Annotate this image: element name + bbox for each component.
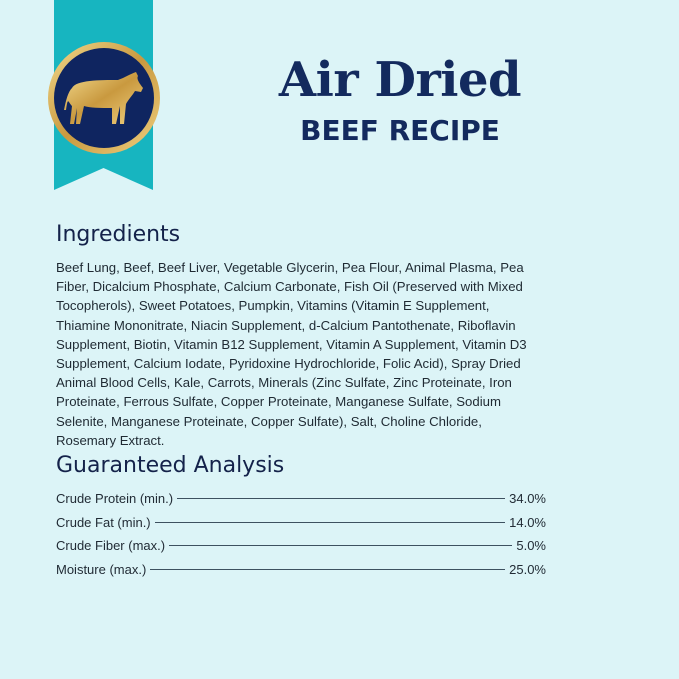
- beef-badge-ribbon: [48, 0, 160, 190]
- ingredients-line: Proteinate, Ferrous Sulfate, Copper Prot…: [56, 394, 501, 410]
- analysis-value: 34.0%: [509, 491, 546, 507]
- leader-line: [177, 498, 506, 500]
- analysis-value: 5.0%: [516, 538, 546, 554]
- ingredients-line: Selenite, Manganese Proteinate, Copper S…: [56, 413, 482, 429]
- analysis-row: Crude Fiber (max.) 5.0%: [56, 534, 546, 558]
- ingredients-heading: Ingredients: [56, 222, 181, 247]
- ingredients-line: Tocopherols), Sweet Potatoes, Pumpkin, V…: [56, 298, 490, 314]
- ingredients-line: Supplement, Biotin, Vitamin B12 Suppleme…: [56, 336, 527, 352]
- analysis-value: 14.0%: [509, 514, 546, 530]
- analysis-row: Crude Protein (min.) 34.0%: [56, 487, 546, 511]
- analysis-label: Crude Fat (min.): [56, 514, 151, 530]
- analysis-label: Crude Fiber (max.): [56, 538, 166, 554]
- analysis-label: Crude Protein (min.): [56, 491, 174, 507]
- ingredients-line: Supplement, Calcium Iodate, Pyridoxine H…: [56, 356, 521, 372]
- ingredients-line: Animal Blood Cells, Kale, Carrots, Miner…: [56, 375, 512, 391]
- analysis-row: Moisture (max.) 25.0%: [56, 558, 546, 582]
- leader-line: [169, 545, 513, 547]
- product-title: Air Dried: [278, 52, 522, 108]
- ingredients-list: Beef Lung, Beef, Beef Liver, Vegetable G…: [56, 258, 527, 450]
- leader-line: [150, 568, 506, 570]
- ingredients-line: Beef Lung, Beef, Beef Liver, Vegetable G…: [56, 260, 524, 275]
- analysis-heading: Guaranteed Analysis: [56, 453, 285, 478]
- guaranteed-analysis-table: Crude Protein (min.) 34.0% Crude Fat (min…: [56, 487, 546, 581]
- bull-icon: [64, 72, 143, 124]
- ingredients-line: Thiamine Mononitrate, Niacin Supplement,…: [56, 317, 516, 333]
- analysis-label: Moisture (max.): [56, 561, 147, 577]
- ingredients-line: Fiber, Dicalcium Phosphate, Calcium Carb…: [56, 279, 523, 295]
- analysis-value: 25.0%: [509, 561, 546, 577]
- leader-line: [154, 521, 506, 523]
- ingredients-line: Rosemary Extract.: [56, 432, 165, 448]
- analysis-row: Crude Fat (min.) 14.0%: [56, 511, 546, 535]
- product-subtitle: BEEF RECIPE: [300, 114, 500, 147]
